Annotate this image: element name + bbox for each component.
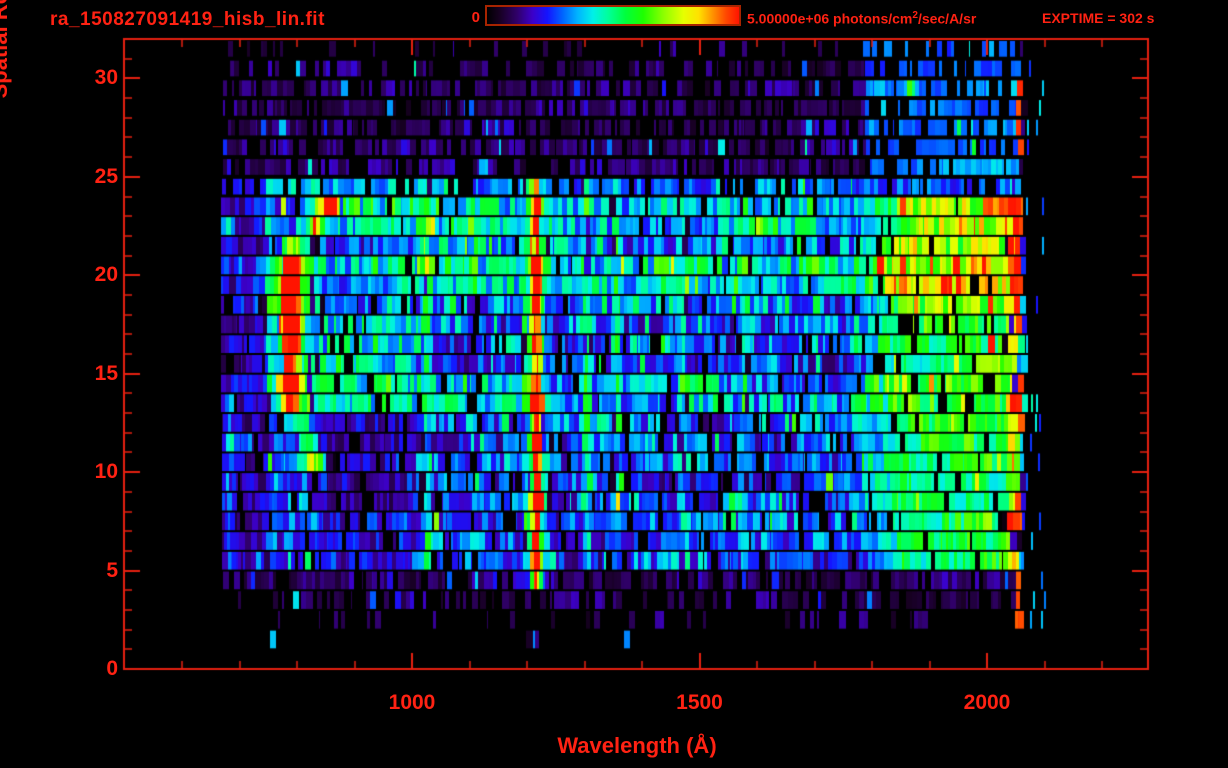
y-tick-label: 5 [106,558,118,582]
colorbar-max-suffix: /sec/A/sr [917,10,977,27]
file-title: ra_150827091419_hisb_lin.fit [50,9,325,30]
x-tick-label: 1000 [388,691,436,714]
y-tick-label: 20 [94,263,118,287]
colorbar-max-superscript: 2 [912,10,918,21]
y-tick-label: 10 [94,460,118,484]
colorbar-min-label: 0 [471,9,480,26]
colorbar-max-label: 5.00000e+06 photons/cm2/sec/A/sr [747,10,976,27]
colorbar-max-prefix: 5.00000e+06 photons/cm [747,10,913,27]
colorbar-gradient [485,5,741,26]
exptime-label: EXPTIME = 302 s [1042,10,1155,26]
y-tick-label: 25 [94,164,118,188]
x-tick-label: 1500 [676,691,723,714]
x-tick-label: 2000 [963,691,1011,714]
x-axis-title: Wavelength (Å) [557,733,717,758]
y-tick-label: 15 [94,361,118,385]
y-tick-label: 0 [106,657,118,680]
y-tick-label: 30 [94,66,118,90]
y-axis-title: Spatial Row (Pixel) [0,0,12,99]
